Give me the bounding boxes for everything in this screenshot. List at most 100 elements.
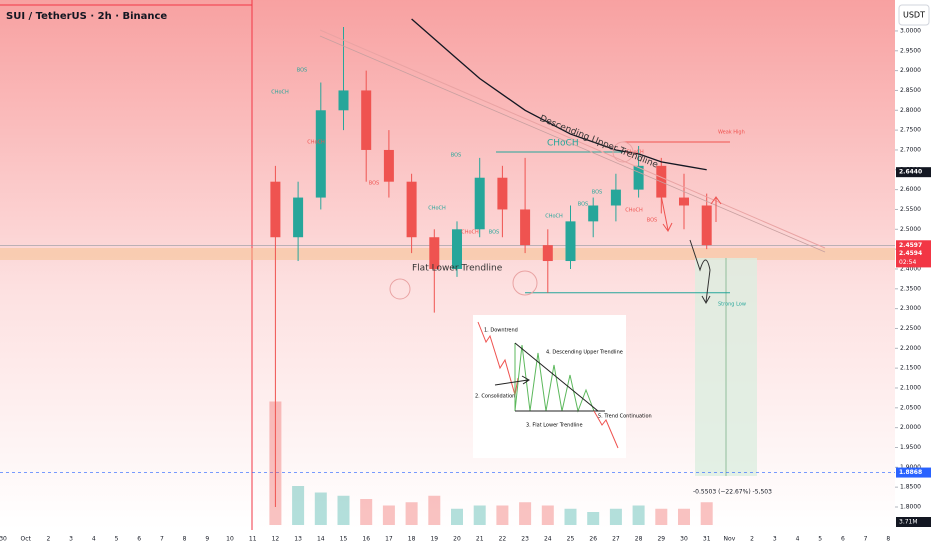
x-tick-label: 10: [226, 536, 234, 543]
candle-body: [701, 205, 712, 246]
x-tick-label: 2: [750, 536, 754, 543]
candle-body: [497, 177, 508, 210]
x-tick-label: 12: [272, 536, 280, 543]
y-tick-label: 2.2500: [900, 325, 921, 332]
x-tick-label: 29: [657, 536, 665, 543]
volume-bar: [337, 495, 350, 525]
structure-label: BOS: [369, 181, 379, 187]
structure-label: BOS: [578, 202, 588, 208]
candle-body: [406, 181, 417, 238]
x-tick-label: 31: [703, 536, 711, 543]
x-tick-label: 14: [317, 536, 325, 543]
x-tick-label: 4: [92, 536, 96, 543]
price-label-box: [896, 467, 931, 478]
x-tick-label: 24: [544, 536, 552, 543]
x-tick-label: Oct: [21, 536, 32, 543]
volume-bar: [632, 505, 645, 525]
y-tick-label: 2.3000: [900, 305, 921, 312]
candle-body: [429, 237, 440, 269]
x-tick-label: 6: [137, 536, 141, 543]
structure-label: CHoCH: [271, 90, 289, 96]
volume-label: 3.71M: [899, 519, 918, 526]
candle-body: [474, 177, 485, 230]
y-tick-label: 2.2000: [900, 345, 921, 352]
x-tick-label: 27: [612, 536, 620, 543]
x-tick-label: 5: [818, 536, 822, 543]
marks: BOS CHoCH CHoCH BOS CHoCH CHoCH BOS BOS CHoCH BOS…: [269, 18, 713, 525]
inset-upper: [514, 342, 599, 412]
structure-label: BOS: [592, 190, 602, 196]
y-tick-label: 2.0000: [900, 424, 921, 431]
touch-circle: [389, 278, 411, 300]
y-tick-label: 2.9500: [900, 47, 921, 54]
y-tick-label: 2.8500: [900, 87, 921, 94]
candle-body: [542, 245, 553, 262]
candle-body: [565, 221, 576, 262]
y-tick-label: 1.9000: [900, 464, 921, 471]
price-label: 2.6440: [899, 169, 922, 176]
volume-bar: [473, 505, 486, 525]
inset-continuation: [593, 410, 619, 449]
candle-body: [293, 197, 304, 238]
red-arrow: [659, 189, 673, 232]
upper-trendline: [319, 29, 826, 249]
volume-bar: [405, 502, 418, 525]
volume-label-box: [896, 517, 931, 527]
moving-average: [411, 18, 707, 171]
x-tick-label: 21: [476, 536, 484, 543]
candle-body: [383, 149, 394, 182]
candle-body: [679, 197, 689, 206]
y-tick-label: 1.9500: [900, 444, 921, 451]
volume-bar: [382, 505, 395, 525]
arrow-head: [701, 295, 711, 305]
inset-box: [473, 315, 626, 458]
x-tick-label: 25: [567, 536, 575, 543]
time-axis: [0, 530, 895, 550]
price-label-box: [896, 167, 931, 178]
x-tick-label: 19: [430, 536, 438, 543]
structure-label: BOS: [489, 230, 499, 236]
price-label: 2.4594: [899, 250, 922, 257]
structure-label: CHoCH: [428, 206, 446, 212]
y-tick-label: 2.7000: [900, 146, 921, 153]
candle-body: [633, 165, 644, 190]
volume-bar: [451, 508, 463, 525]
annotation: CHoCH: [547, 139, 579, 149]
volume-bar: [587, 512, 600, 525]
x-tick-label: 11: [249, 536, 257, 543]
x-tick-label: 13: [294, 536, 302, 543]
y-tick-label: 2.4000: [900, 265, 921, 272]
x-tick-label: 5: [115, 536, 119, 543]
x-tick-label: 17: [385, 536, 393, 543]
axes: 1.8000 1.8500 1.9000 1.9500 2.0000 2.0500 2.10…: [0, 27, 931, 543]
x-tick-label: 3: [69, 536, 73, 543]
volume-bar: [655, 508, 668, 525]
volume-bar: [609, 508, 622, 525]
candle-body: [361, 90, 372, 150]
y-tick-label: 2.1500: [900, 365, 921, 372]
currency: USDT: [903, 11, 925, 20]
inset-arrow: [494, 375, 530, 386]
x-tick-label: 8: [183, 536, 187, 543]
touch-circle: [612, 141, 634, 163]
y-tick-label: 1.8500: [900, 484, 921, 491]
structure-label: BOS: [647, 218, 657, 224]
x-tick-label: 8: [886, 536, 890, 543]
candle-body: [520, 209, 531, 246]
x-tick-label: Nov: [724, 536, 736, 543]
candle-body: [270, 181, 281, 238]
volume-bar: [428, 495, 441, 525]
volume-bar: [496, 505, 509, 525]
price-label: 2.4597: [899, 242, 922, 249]
candle-body: [452, 229, 462, 269]
y-tick-label: 2.1000: [900, 384, 921, 391]
structure-label: BOS: [297, 68, 307, 74]
volume-bar: [564, 508, 577, 525]
inset-label: 5. Trend Continuation: [598, 414, 652, 420]
x-tick-label: 7: [160, 536, 164, 543]
y-tick-label: 2.8000: [900, 107, 921, 114]
x-tick-label: 28: [635, 536, 643, 543]
countdown-box: [896, 257, 931, 268]
volume-bar: [292, 486, 305, 525]
